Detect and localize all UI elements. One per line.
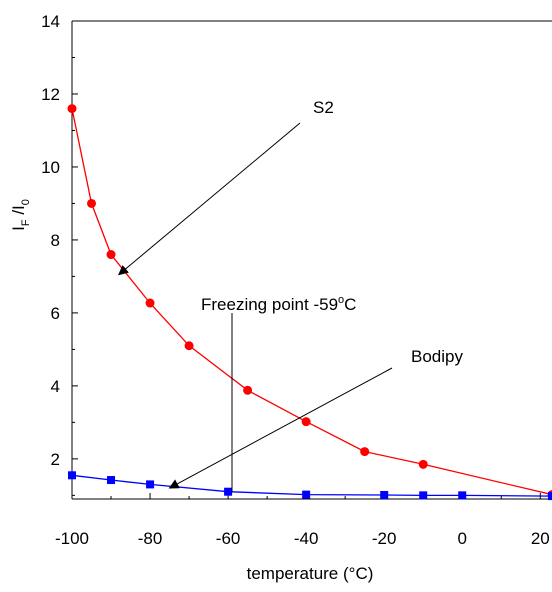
data-point-s2 <box>106 250 116 260</box>
x-axis-label: temperature (°C) <box>247 564 374 583</box>
y-tick-label: 4 <box>51 377 60 396</box>
x-tick-label: 20 <box>531 529 550 548</box>
data-point-s2 <box>301 417 311 427</box>
x-tick-label: -40 <box>294 529 319 548</box>
data-point-s2 <box>145 298 155 308</box>
s2-arrow <box>118 122 301 276</box>
data-point-s2 <box>243 385 253 395</box>
y-tick-label: 12 <box>41 85 60 104</box>
data-point-bodipy <box>68 471 76 480</box>
x-tick-label: 0 <box>458 529 467 548</box>
annotation-layer <box>118 122 393 493</box>
freezing-point-label: Freezing point -59oC <box>201 294 356 314</box>
x-tick-label: -20 <box>372 529 397 548</box>
plot-axes <box>71 20 552 500</box>
y-axis-label: IF /I0 <box>9 199 32 231</box>
data-point-s2 <box>67 104 77 114</box>
freezing-point-unit: C <box>344 295 356 314</box>
data-point-s2 <box>360 447 370 457</box>
series-layer <box>67 104 552 501</box>
x-tick-label: -60 <box>216 529 241 548</box>
freezing-point-text: Freezing point -59 <box>201 295 338 314</box>
y-label-i1: I <box>9 226 28 231</box>
data-point-bodipy <box>380 490 389 499</box>
bodipy-arrow <box>168 367 393 489</box>
y-tick-label: 2 <box>51 450 60 469</box>
series-label-bodipy: Bodipy <box>411 347 463 366</box>
x-tick-label: -80 <box>138 529 163 548</box>
series-line-s2 <box>71 108 552 496</box>
x-tick-label: -100 <box>55 529 89 548</box>
data-point-bodipy <box>107 476 116 485</box>
y-label-sub2: 0 <box>20 199 32 205</box>
y-axis-ticks: 2 4 6 8 10 12 14 <box>41 12 78 496</box>
data-point-bodipy <box>548 492 552 501</box>
data-point-bodipy <box>224 487 233 496</box>
data-point-bodipy <box>419 491 428 500</box>
series-line-bodipy <box>71 474 552 497</box>
series-label-s2: S2 <box>313 98 334 117</box>
data-point-bodipy <box>458 491 467 500</box>
y-tick-label: 10 <box>41 158 60 177</box>
data-point-bodipy <box>302 490 311 499</box>
y-label-i2: /I <box>9 205 28 219</box>
y-tick-label: 6 <box>51 304 60 323</box>
y-label-sub1: F <box>20 219 32 226</box>
data-point-s2 <box>418 459 428 469</box>
freezing-point-degree: o <box>338 294 344 306</box>
data-point-s2 <box>184 341 194 351</box>
data-point-s2 <box>87 198 97 208</box>
y-tick-label: 8 <box>51 231 60 250</box>
data-point-bodipy <box>146 480 155 489</box>
y-tick-label: 14 <box>41 12 60 31</box>
x-axis-ticks: -100 -80 -60 -40 -20 0 20 <box>55 493 550 548</box>
